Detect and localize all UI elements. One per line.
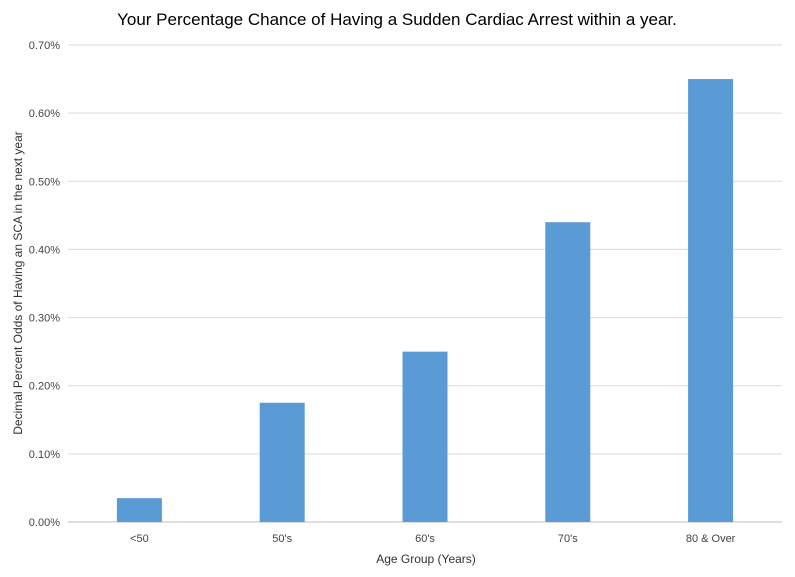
y-tick-label: 0.40%: [29, 244, 60, 256]
y-tick-label: 0.70%: [29, 40, 60, 52]
bar: [545, 222, 591, 522]
y-tick-label: 0.30%: [29, 313, 60, 325]
x-axis-label: Age Group (Years): [376, 552, 476, 566]
y-tick-label: 0.20%: [29, 381, 60, 393]
y-axis-label: Decimal Percent Odds of Having an SCA in…: [11, 131, 25, 435]
bar: [259, 402, 305, 522]
bars: [116, 79, 734, 523]
x-tick-label: 50's: [272, 533, 292, 545]
x-tick-label: 70's: [558, 533, 578, 545]
bar: [402, 351, 448, 522]
chart-title: Your Percentage Chance of Having a Sudde…: [117, 10, 677, 29]
y-tick-label: 0.50%: [29, 176, 60, 188]
y-tick-label: 0.00%: [29, 517, 60, 529]
bar: [688, 79, 734, 523]
x-tick-label: 60's: [415, 533, 435, 545]
y-axis-ticks: 0.00% 0.10% 0.20% 0.30% 0.40% 0.50% 0.60% 0.70%: [29, 40, 60, 529]
y-tick-label: 0.60%: [29, 108, 60, 120]
bar: [116, 498, 162, 522]
x-tick-label: 80 & Over: [686, 533, 736, 545]
x-axis-ticks: <50 50's 60's 70's 80 & Over: [130, 533, 736, 545]
x-tick-label: <50: [130, 533, 149, 545]
y-tick-label: 0.10%: [29, 449, 60, 461]
